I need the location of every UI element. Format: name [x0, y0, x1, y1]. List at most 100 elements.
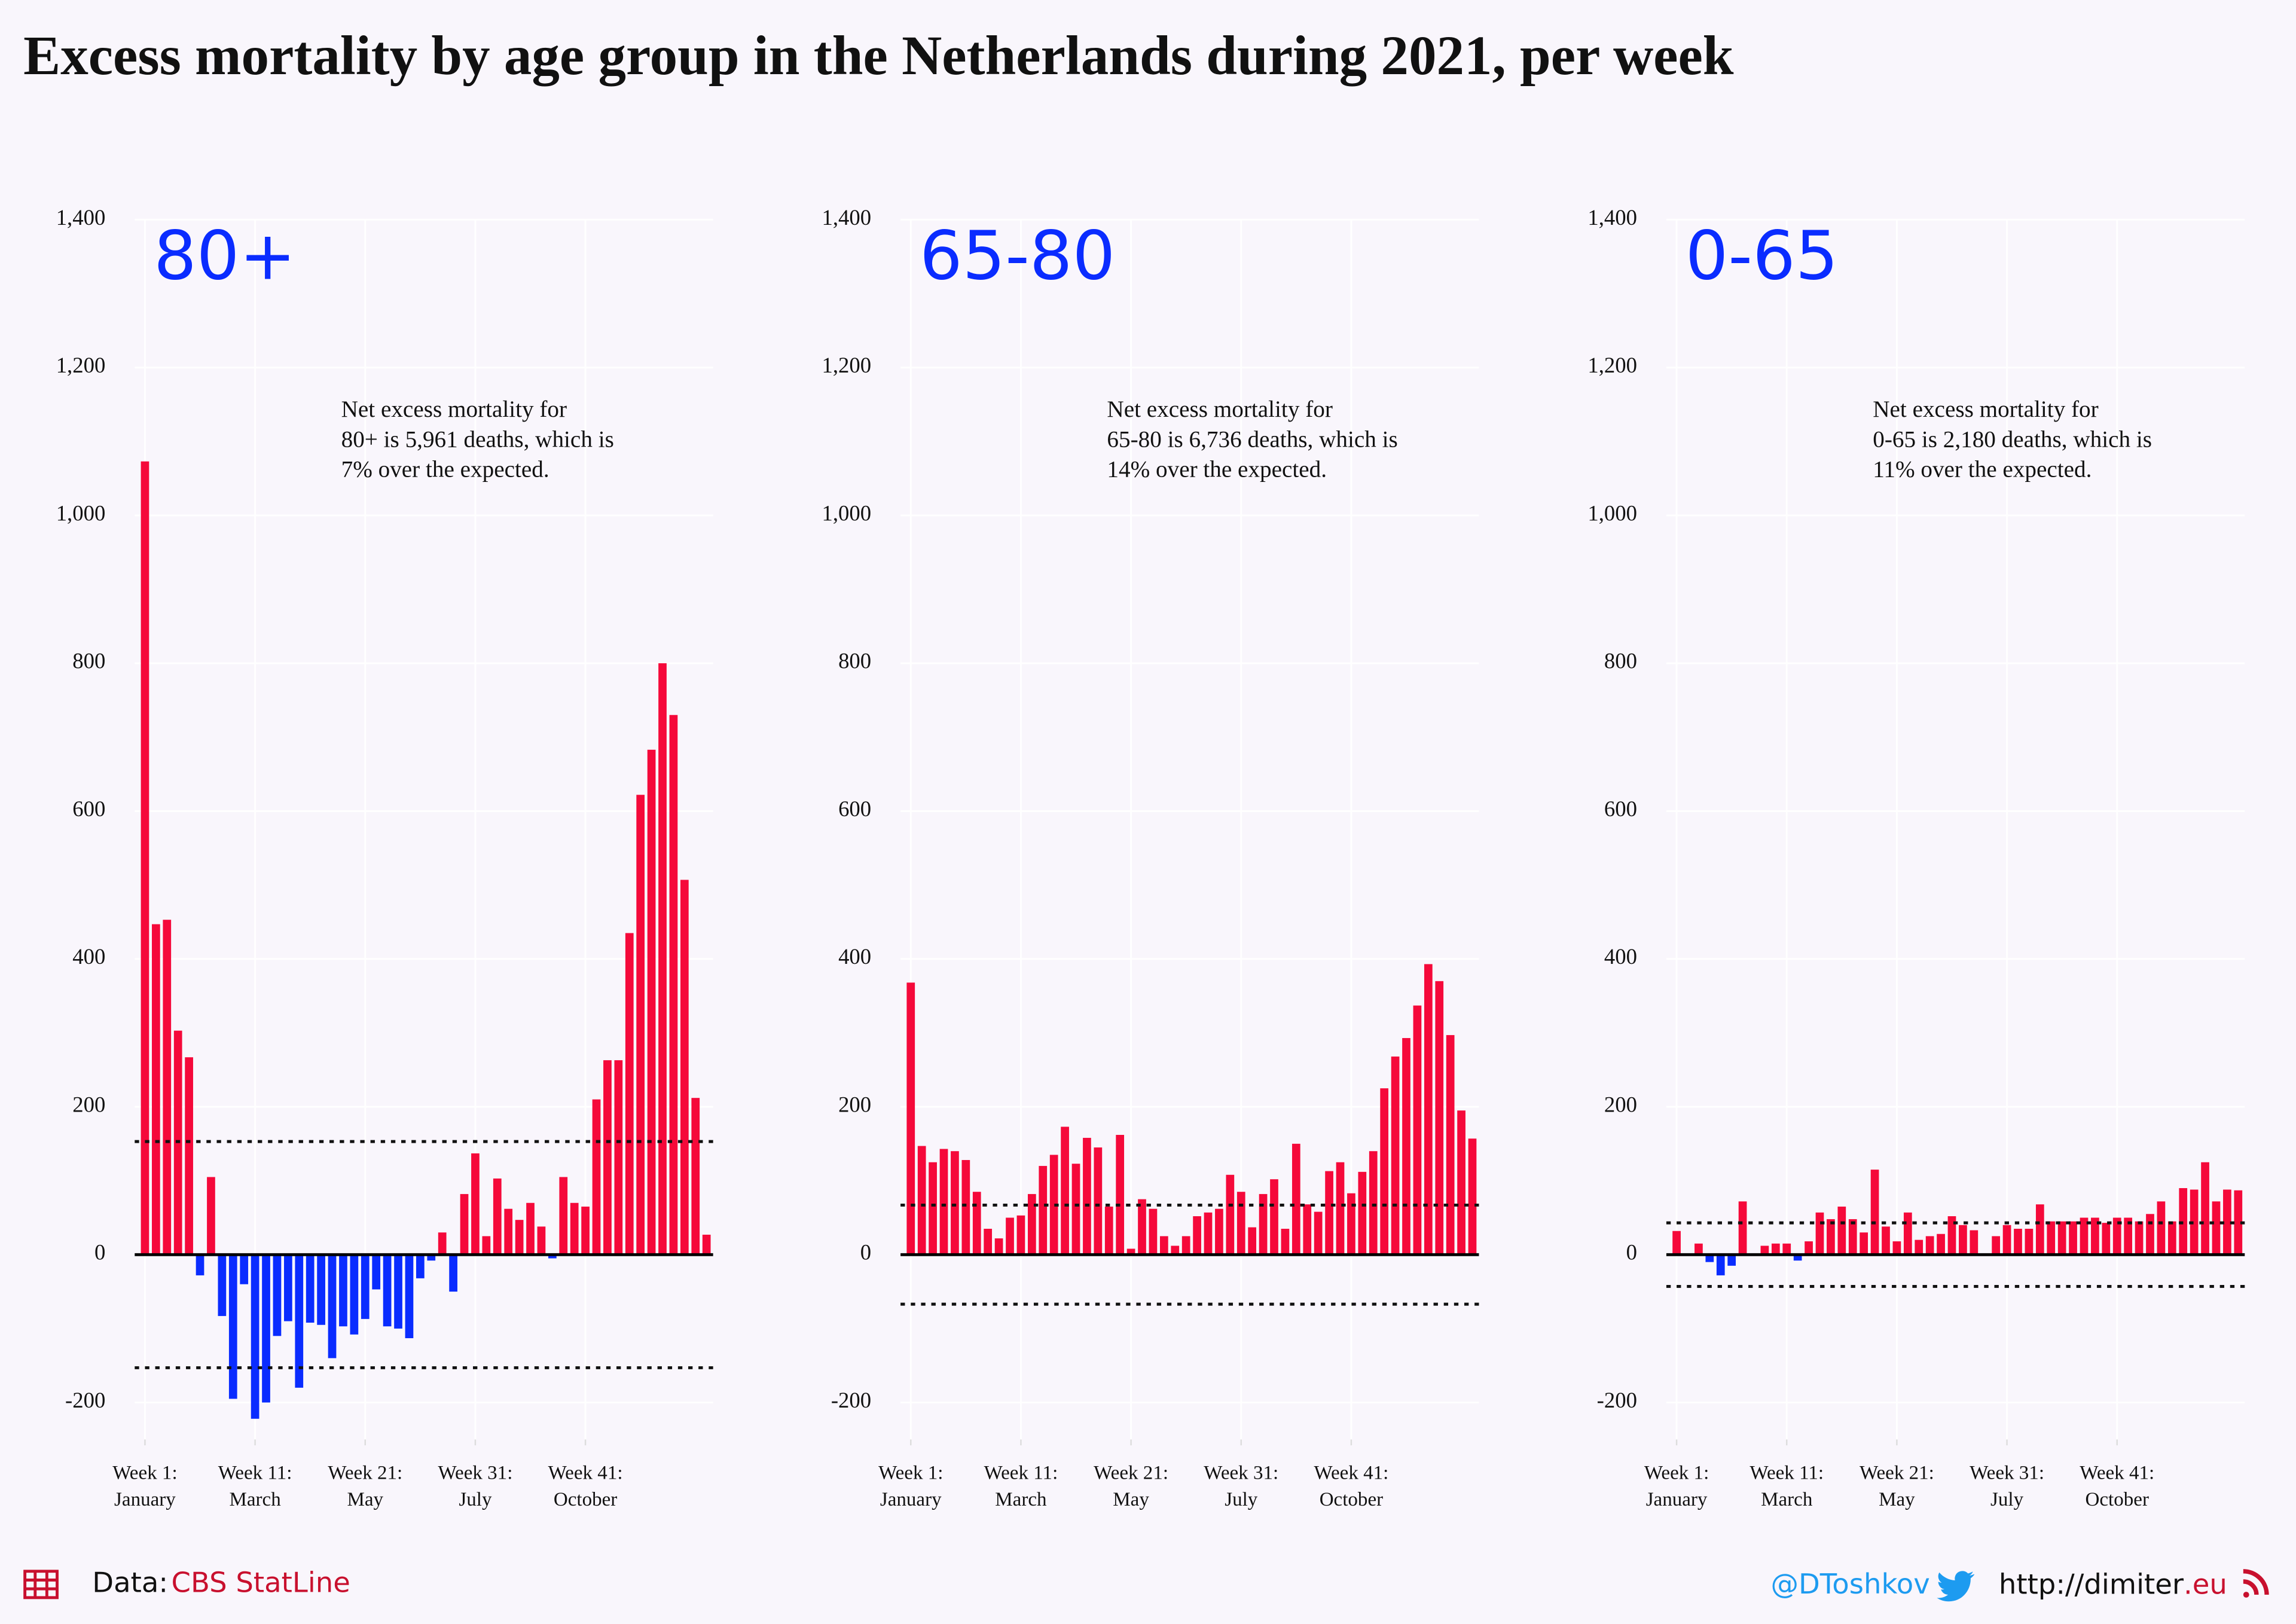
bar	[1016, 1215, 1025, 1255]
panel: -200 0 200 400 600 800 1,000 1,200 1,400 Week 1: J…	[1587, 205, 2245, 1510]
bar	[1171, 1246, 1180, 1255]
bar	[1336, 1162, 1345, 1255]
bar	[1215, 1208, 1223, 1255]
bar	[1380, 1088, 1389, 1255]
bar	[1358, 1171, 1367, 1255]
x-tick-label: March	[229, 1489, 281, 1510]
bar	[984, 1229, 993, 1255]
bar	[328, 1254, 337, 1359]
x-tick-label: May	[1879, 1489, 1915, 1510]
bar	[614, 1060, 623, 1255]
bar	[372, 1254, 381, 1290]
bar	[207, 1177, 215, 1255]
y-tick-label: 1,200	[1587, 353, 1637, 377]
bar	[427, 1254, 436, 1261]
bar	[1727, 1254, 1736, 1266]
y-tick-label: 1,000	[56, 500, 106, 525]
bar	[1292, 1143, 1300, 1255]
bar	[2167, 1221, 2176, 1255]
bar	[1870, 1170, 1879, 1255]
bar	[1149, 1208, 1158, 1255]
panel: -200 0 200 400 600 800 1,000 1,200 1,400 Week 1: J…	[822, 205, 1479, 1510]
rss-icon	[2243, 1569, 2269, 1598]
y-tick-label: 1,400	[56, 205, 106, 230]
bar	[1303, 1204, 1312, 1255]
handle[interactable]: @DToshkov	[1770, 1568, 1929, 1600]
bar	[1815, 1212, 1824, 1255]
x-tick-label: Week 41:	[2080, 1463, 2154, 1484]
bar	[1694, 1243, 1703, 1255]
y-tick-label: 0	[1626, 1240, 1637, 1265]
bar	[1771, 1243, 1780, 1255]
bar	[2080, 1217, 2089, 1255]
bar	[951, 1151, 959, 1255]
bar	[163, 920, 172, 1255]
bar	[306, 1254, 315, 1323]
bar	[2102, 1223, 2111, 1255]
bar	[1402, 1038, 1410, 1255]
x-tick-label: October	[2086, 1489, 2149, 1510]
panel-label: 65-80	[920, 216, 1115, 295]
y-tick-label: 800	[1604, 649, 1637, 673]
y-tick-label: 800	[838, 649, 871, 673]
bar	[929, 1162, 937, 1255]
bar	[1446, 1035, 1455, 1255]
bar	[1457, 1110, 1465, 1255]
bar	[1782, 1243, 1791, 1255]
table-icon	[23, 1570, 59, 1599]
bar	[1413, 1005, 1422, 1255]
bar	[1083, 1137, 1091, 1255]
bar	[1468, 1138, 1477, 1255]
y-tick-label: 800	[72, 649, 105, 673]
y-tick-label: 600	[1604, 796, 1637, 821]
bar	[548, 1254, 557, 1259]
bar	[449, 1254, 457, 1292]
x-tick-label: Week 11:	[218, 1463, 292, 1484]
source: CBS StatLine	[172, 1566, 350, 1598]
bar	[1992, 1236, 2001, 1255]
bar	[1049, 1155, 1058, 1255]
twitter-icon	[1937, 1571, 1975, 1602]
bar	[2025, 1229, 2034, 1255]
bar	[1226, 1174, 1235, 1255]
y-tick-label: 1,000	[822, 500, 872, 525]
bar	[295, 1254, 304, 1388]
bar	[658, 663, 667, 1255]
x-tick-label: July	[1990, 1489, 2024, 1510]
panel: -200 0 200 400 600 800 1,000 1,200 1,400 Week 1: J…	[56, 205, 713, 1510]
bar	[1039, 1165, 1048, 1255]
bar	[1705, 1254, 1714, 1262]
x-tick-label: Week 21:	[1860, 1463, 1934, 1484]
bar	[906, 982, 915, 1255]
site-main: http://dimiter	[1999, 1568, 2184, 1600]
site[interactable]: http://dimiter.eu	[1999, 1568, 2227, 1600]
bar	[2112, 1217, 2121, 1255]
x-tick-label: Week 11:	[984, 1463, 1058, 1484]
bar	[1193, 1216, 1201, 1255]
bar	[1848, 1219, 1857, 1255]
bar	[702, 1234, 711, 1255]
bar	[2069, 1221, 2077, 1255]
bar	[1760, 1246, 1769, 1255]
x-tick-label: March	[1761, 1489, 1813, 1510]
x-tick-label: Week 31:	[1204, 1463, 1278, 1484]
y-tick-label: -200	[65, 1388, 105, 1412]
bar	[2223, 1189, 2231, 1255]
bar	[1094, 1147, 1103, 1255]
bar	[1325, 1171, 1333, 1255]
bar	[1915, 1240, 1923, 1255]
bar	[1248, 1227, 1257, 1255]
y-tick-label: 200	[1604, 1092, 1637, 1116]
y-tick-label: 1,200	[56, 353, 106, 377]
bar	[394, 1254, 402, 1329]
bar	[251, 1254, 259, 1419]
bar	[2179, 1188, 2188, 1255]
bar	[2014, 1229, 2022, 1255]
bar	[994, 1238, 1003, 1255]
annotation: 0-65 is 2,180 deaths, which is	[1873, 426, 2152, 452]
bar	[1970, 1230, 1979, 1255]
bar	[515, 1220, 524, 1255]
bar	[1159, 1236, 1168, 1255]
